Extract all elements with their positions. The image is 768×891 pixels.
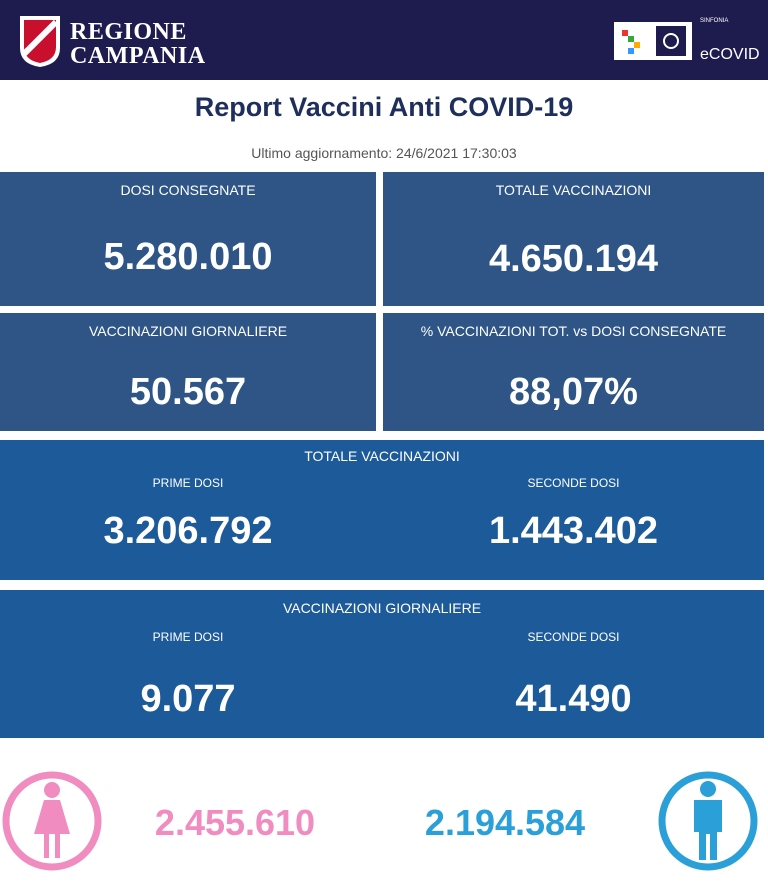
dose-panel: TOTALE VACCINAZIONI PRIME DOSI 3.206.792…: [0, 440, 764, 580]
header-bar: REGIONE CAMPANIA SINFONIA eCOVID: [0, 0, 768, 80]
dose-label: SECONDE DOSI: [527, 476, 620, 490]
brand: SINFONIA: [700, 18, 729, 24]
dose-value: 9.077: [140, 678, 236, 720]
app-name: eCOVID: [700, 46, 760, 63]
female-count: 2.455.610: [154, 802, 316, 843]
dose-value: 3.206.792: [103, 510, 273, 552]
card-value: 88,07%: [509, 371, 638, 413]
card-value: 4.650.194: [488, 238, 659, 280]
card-value: 50.567: [129, 371, 247, 413]
dose-panel: VACCINAZIONI GIORNALIERE PRIME DOSI 9.07…: [0, 590, 764, 738]
panel-title: VACCINAZIONI GIORNALIERE: [282, 600, 482, 616]
stat-card: TOTALE VACCINAZIONI 4.650.194: [383, 172, 764, 306]
region-emblem: [20, 16, 60, 67]
panel-title: TOTALE VACCINAZIONI: [304, 448, 460, 464]
logo-icon: [622, 26, 686, 56]
stat-card: % VACCINAZIONI TOT. vs DOSI CONSEGNATE 8…: [383, 313, 764, 431]
sinfonia-logo: [614, 22, 692, 60]
region-name: CAMPANIA: [70, 43, 206, 69]
card-label: DOSI CONSEGNATE: [120, 182, 256, 198]
male-count: 2.194.584: [424, 802, 586, 843]
stat-card: DOSI CONSEGNATE 5.280.010: [0, 172, 376, 306]
card-label: TOTALE VACCINAZIONI: [495, 182, 652, 198]
report-title: Report Vaccini Anti COVID-19: [194, 92, 574, 122]
dose-value: 41.490: [515, 678, 632, 720]
card-label: VACCINAZIONI GIORNALIERE: [88, 323, 288, 339]
stat-card: VACCINAZIONI GIORNALIERE 50.567: [0, 313, 376, 431]
card-label: % VACCINAZIONI TOT. vs DOSI CONSEGNATE: [420, 323, 727, 339]
male-icon: [658, 771, 758, 871]
region-name: REGIONE: [70, 19, 187, 45]
dose-label: PRIME DOSI: [152, 476, 224, 490]
dose-label: SECONDE DOSI: [527, 630, 620, 644]
last-update: Ultimo aggiornamento: 24/6/2021 17:30:03: [251, 145, 517, 161]
female-icon: [2, 771, 102, 871]
dose-label: PRIME DOSI: [152, 630, 224, 644]
card-value: 5.280.010: [103, 236, 273, 278]
dose-value: 1.443.402: [488, 510, 659, 552]
